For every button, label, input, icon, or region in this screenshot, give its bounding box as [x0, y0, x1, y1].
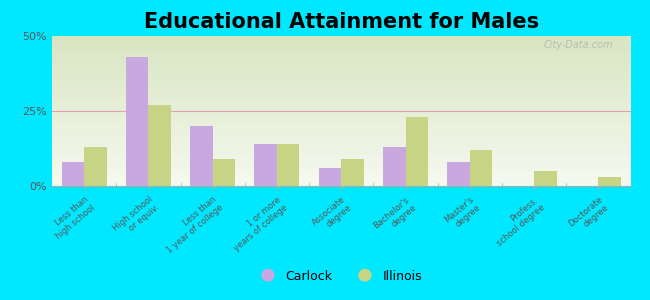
Bar	[599, 177, 621, 186]
Legend: Carlock, Illinois: Carlock, Illinois	[255, 265, 427, 288]
Bar	[406, 117, 428, 186]
Bar	[84, 147, 107, 186]
Bar	[148, 105, 171, 186]
Bar	[341, 159, 364, 186]
Bar	[447, 162, 470, 186]
Title: Educational Attainment for Males: Educational Attainment for Males	[144, 12, 539, 32]
Bar	[255, 144, 277, 186]
Bar	[383, 147, 406, 186]
Bar	[277, 144, 300, 186]
Bar	[126, 57, 148, 186]
Bar	[213, 159, 235, 186]
Bar	[62, 162, 84, 186]
Text: City-Data.com: City-Data.com	[543, 40, 613, 50]
Bar	[534, 171, 556, 186]
Bar	[470, 150, 492, 186]
Bar	[318, 168, 341, 186]
Bar	[190, 126, 213, 186]
